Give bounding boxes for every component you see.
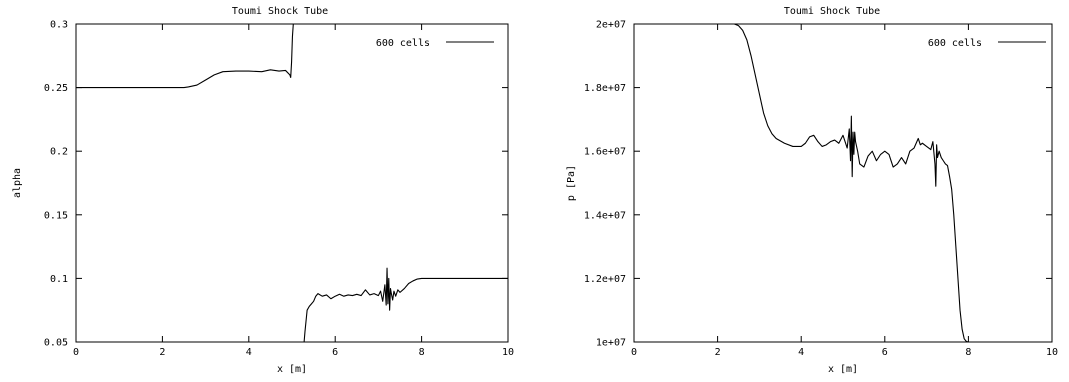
- x-tick-labels: 0 2 4 6 8 10: [73, 347, 514, 358]
- plot-frame: [633, 23, 1053, 343]
- x-tick-labels: 0 2 4 6 8 10: [631, 347, 1058, 358]
- y-tick-label: 0.05: [44, 338, 68, 349]
- y-tick-labels: 1e+07 1.2e+07 1.4e+07 1.6e+07 1.8e+07 2e+07: [584, 20, 626, 349]
- y-tick-label: 1.2e+07: [584, 274, 626, 285]
- chart-title: Toumi Shock Tube: [784, 6, 880, 17]
- x-tick-label: 6: [332, 347, 338, 358]
- chart-title: Toumi Shock Tube: [232, 6, 328, 17]
- x-tick-label: 2: [715, 347, 721, 358]
- tick-marks: [75, 23, 509, 343]
- x-tick-label: 8: [965, 347, 971, 358]
- plot-frame: [75, 23, 509, 343]
- x-tick-label: 2: [159, 347, 165, 358]
- y-tick-labels: 0.05 0.1 0.15 0.2 0.25 0.3: [44, 20, 68, 349]
- x-tick-label: 4: [246, 347, 252, 358]
- y-tick-label: 0.15: [44, 210, 68, 221]
- tick-marks: [633, 23, 1053, 343]
- alpha-chart: Toumi Shock Tube 0 2 4 6 8 10 0.050.10.150.20…: [12, 6, 514, 375]
- series-line-600-cells: [76, 24, 508, 342]
- x-tick-label: 0: [73, 347, 79, 358]
- x-tick-label: 6: [882, 347, 888, 358]
- x-axis-label: x [m]: [828, 364, 858, 375]
- y-tick-label: 0.2: [50, 147, 68, 158]
- y-tick-label: 1.6e+07: [584, 147, 626, 158]
- x-tick-label: 10: [1046, 347, 1058, 358]
- y-axis-label: alpha: [12, 168, 23, 198]
- x-axis-label: x [m]: [277, 364, 307, 375]
- y-tick-label: 0.3: [50, 20, 68, 31]
- series-line-600-cells: [634, 24, 1052, 342]
- legend-label: 600 cells: [928, 38, 982, 49]
- x-tick-label: 0: [631, 347, 637, 358]
- y-tick-label: 1e+07: [596, 338, 626, 349]
- y-tick-label: 0.1: [50, 274, 68, 285]
- y-tick-label: 1.4e+07: [584, 210, 626, 221]
- pressure-chart: Toumi Shock Tube 0 2 4 6 8 10 1e+07 1.2e+07 1.4…: [566, 6, 1058, 375]
- y-tick-label: 0.25: [44, 83, 68, 94]
- legend: 600 cells: [376, 38, 494, 49]
- legend-label: 600 cells: [376, 38, 430, 49]
- legend: 600 cells: [928, 38, 1046, 49]
- y-tick-label: 1.8e+07: [584, 83, 626, 94]
- x-tick-label: 4: [798, 347, 804, 358]
- x-tick-label: 8: [419, 347, 425, 358]
- y-tick-label: 2e+07: [596, 20, 626, 31]
- x-tick-label: 10: [502, 347, 514, 358]
- y-axis-label: p [Pa]: [566, 165, 577, 201]
